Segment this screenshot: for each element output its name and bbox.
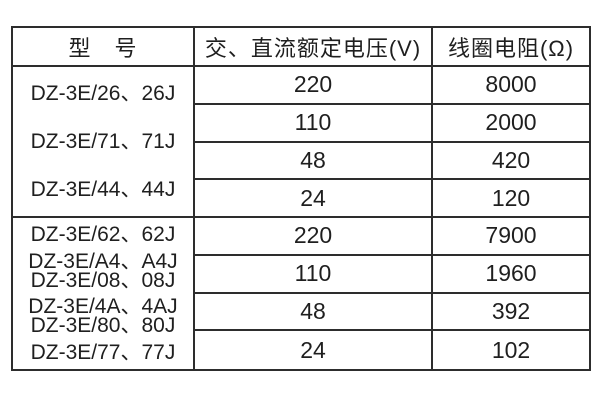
voltage-value: 220: [195, 218, 433, 256]
resistance-value: 7900: [433, 218, 589, 256]
model-name-text: DZ-3E/4A、4AJ: [28, 295, 178, 319]
voltage-value: 110: [195, 104, 433, 143]
header-resistance: 线圈电阻(Ω): [433, 28, 589, 67]
resistance-value: 8000: [433, 67, 589, 105]
voltage-value: 220: [195, 67, 433, 105]
relay-spec-table: 型 号 交、直流额定电压(V) 线圈电阻(Ω) DZ-3E/26、26J DZ-…: [11, 26, 591, 371]
model-name-pair: DZ-3E/A4、A4J DZ-3E/08、08J: [28, 249, 178, 292]
resistance-value: 102: [491, 336, 531, 363]
resistance-value: 2000: [433, 105, 589, 143]
voltage-value: 24: [195, 331, 433, 369]
model-name-text: DZ-3E/44、44J: [30, 178, 176, 202]
voltage-value: 110: [195, 255, 433, 294]
model-name: DZ-3E/26、26J: [31, 83, 176, 104]
resistance-value: 392: [433, 294, 589, 332]
model-name-text: DZ-3E/80、80J: [30, 314, 176, 338]
model-group-2-cell: DZ-3E/62、62J DZ-3E/A4、A4J DZ-3E/08、08J D…: [13, 218, 195, 369]
model-name: DZ-3E/77、77J: [31, 342, 176, 363]
model-name: DZ-3E/44、44J: [31, 179, 176, 200]
header-voltage: 交、直流额定电压(V): [195, 28, 433, 67]
voltage-value: 48: [195, 142, 433, 181]
model-name-text: DZ-3E/77、77J: [30, 341, 176, 365]
model-name-pair: DZ-3E/4A、4AJ DZ-3E/80、80J: [28, 295, 178, 338]
model-group-1-cell: DZ-3E/26、26J DZ-3E/71、71J DZ-3E/44、44J: [13, 67, 195, 218]
resistance-value: 1960: [433, 256, 589, 294]
model-name: DZ-3E/62、62J: [31, 224, 176, 245]
voltage-value: 24: [195, 180, 433, 218]
model-name: DZ-3E/71、71J: [31, 131, 176, 152]
voltage-value: 48: [195, 293, 433, 332]
model-name-text: DZ-3E/08、08J: [30, 268, 176, 292]
header-model: 型 号: [13, 28, 195, 67]
model-name-text: DZ-3E/26、26J: [30, 81, 176, 105]
model-name-text: DZ-3E/A4、A4J: [28, 249, 178, 273]
resistance-value: 120: [433, 180, 589, 218]
model-name-text: DZ-3E/62、62J: [30, 222, 176, 246]
resistance-value: 420: [433, 143, 589, 181]
model-name-text: DZ-3E/71、71J: [30, 129, 176, 153]
